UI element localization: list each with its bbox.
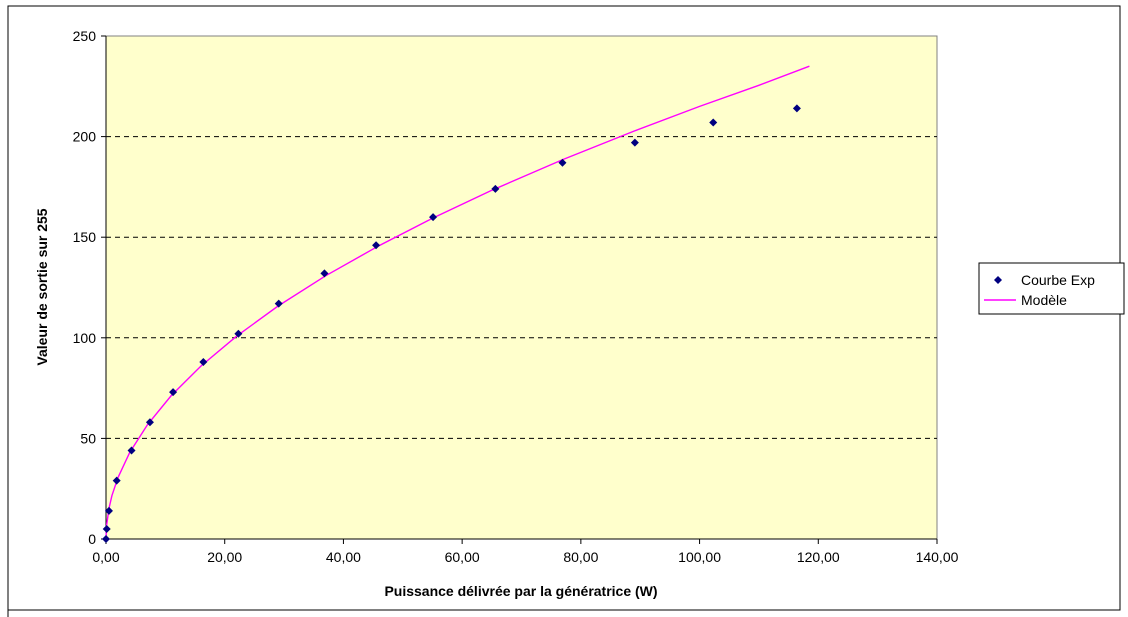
x-tick-label: 20,00 <box>207 549 242 565</box>
x-tick-label: 80,00 <box>563 549 598 565</box>
data-point <box>372 241 381 250</box>
data-point <box>199 357 208 366</box>
x-axis-title: Puissance délivrée par la génératrice (W… <box>384 583 657 599</box>
data-point <box>145 418 154 427</box>
y-axis-title: Valeur de sortie sur 255 <box>34 208 50 365</box>
gridlines <box>106 136 937 439</box>
series-courbe-exp <box>102 104 801 543</box>
model-line <box>105 65 810 540</box>
series-model <box>105 65 810 540</box>
data-point <box>429 213 438 222</box>
legend-box <box>978 262 1125 315</box>
x-tick-label: 140,00 <box>916 549 959 565</box>
data-point <box>491 184 500 193</box>
x-tick-label: 120,00 <box>797 549 840 565</box>
data-point <box>558 158 567 167</box>
x-tick-label: 60,00 <box>445 549 480 565</box>
data-point <box>234 329 243 338</box>
data-point <box>709 118 718 127</box>
y-tick-label: 0 <box>88 531 96 547</box>
y-axis: 0 50 100 150 200 250 <box>73 28 107 547</box>
data-point <box>320 269 329 278</box>
plot-area <box>105 35 938 540</box>
data-point <box>127 446 136 455</box>
y-tick-label: 100 <box>73 330 97 346</box>
data-point <box>104 506 113 515</box>
x-tick-label: 100,00 <box>678 549 721 565</box>
y-tick-label: 150 <box>73 229 97 245</box>
y-tick-label: 250 <box>73 28 97 44</box>
legend-marker-courbe-exp <box>994 276 1002 284</box>
legend-label-modele: Modèle <box>1021 292 1067 308</box>
data-point <box>169 388 178 397</box>
x-tick-label: 0,00 <box>92 549 119 565</box>
data-point <box>112 476 121 485</box>
x-tick-label: 40,00 <box>326 549 361 565</box>
data-point <box>792 104 801 113</box>
y-tick-label: 50 <box>80 430 96 446</box>
y-tick-label: 200 <box>73 129 97 145</box>
data-point <box>102 524 111 533</box>
data-point <box>102 535 110 543</box>
legend: Courbe Exp Modèle <box>978 262 1125 315</box>
data-point <box>630 138 639 147</box>
legend-label-courbe-exp: Courbe Exp <box>1021 272 1095 288</box>
data-point <box>274 299 283 308</box>
